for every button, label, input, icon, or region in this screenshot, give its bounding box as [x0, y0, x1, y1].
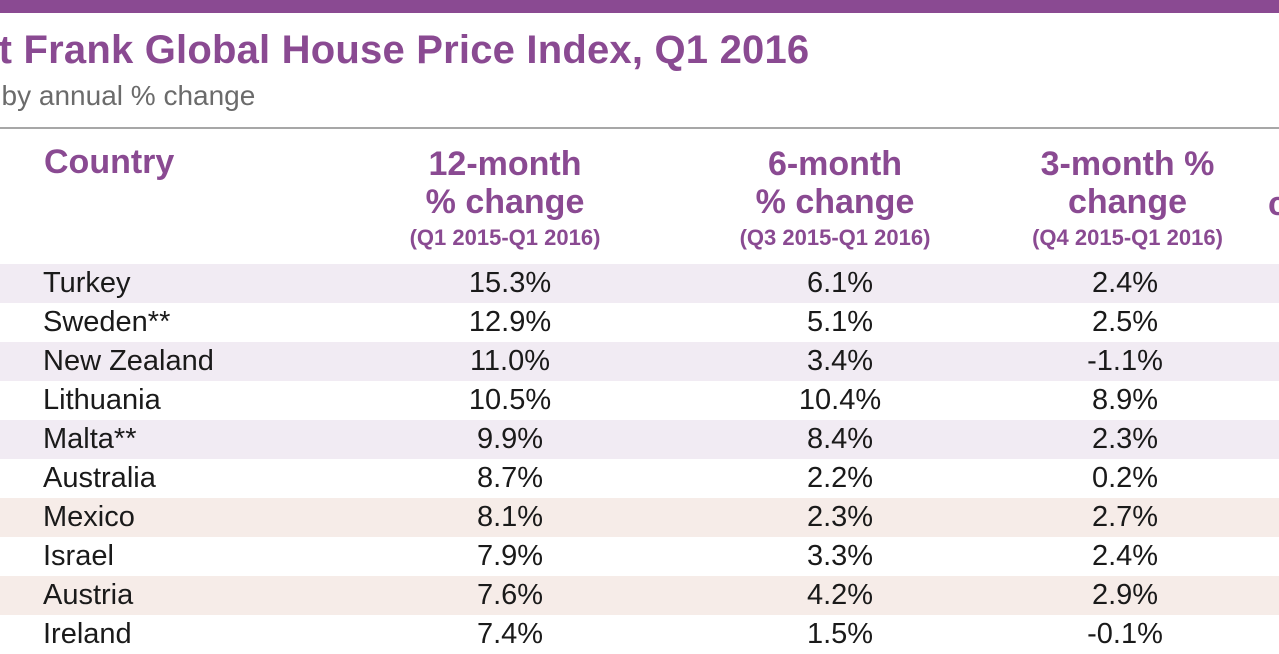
table-row: Israel 7.9% 3.3% 2.4% — [0, 537, 1279, 576]
table-row: Ireland 7.4% 1.5% -0.1% — [0, 615, 1279, 654]
column-header-partial: c — [1268, 185, 1279, 223]
column-header-12-month-line2: % change — [425, 183, 585, 221]
table-row: Malta** 9.9% 8.4% 2.3% — [0, 420, 1279, 459]
cell-12-month: 7.6% — [476, 579, 544, 611]
top-accent-bar — [0, 0, 1279, 13]
table-row: Australia 8.7% 2.2% 0.2% — [0, 459, 1279, 498]
cell-6-month: 4.2% — [806, 579, 874, 611]
column-header-3-month-line2: change — [1067, 183, 1188, 221]
cell-6-month: 8.4% — [806, 423, 874, 455]
column-header-6-month-line2: % change — [755, 183, 915, 221]
cell-6-month: 3.3% — [806, 540, 874, 572]
chart-subtitle: , by annual % change — [0, 80, 256, 111]
cell-3-month: -1.1% — [1087, 345, 1163, 377]
column-header-3-month-period: (Q4 2015-Q1 2016) — [1032, 225, 1223, 250]
cell-12-month: 8.1% — [476, 501, 544, 533]
cell-12-month: 12.9% — [468, 306, 552, 338]
cell-country: Malta** — [43, 423, 137, 455]
cell-country: Mexico — [43, 501, 135, 533]
table-row: Lithuania 10.5% 10.4% 8.9% — [0, 381, 1279, 420]
cell-3-month: -0.1% — [1087, 618, 1163, 650]
cell-3-month: 2.7% — [1091, 501, 1159, 533]
column-header-12-month-period: (Q1 2015-Q1 2016) — [409, 225, 601, 250]
cell-3-month: 2.5% — [1091, 306, 1159, 338]
column-header-3-month-line1: 3-month % — [1040, 145, 1215, 183]
table-row: Turkey 15.3% 6.1% 2.4% — [0, 264, 1279, 303]
cell-country: Austria — [43, 579, 134, 611]
cell-6-month: 3.4% — [806, 345, 874, 377]
cell-country: New Zealand — [43, 345, 214, 377]
cell-12-month: 11.0% — [469, 345, 551, 377]
table-row: New Zealand 11.0% 3.4% -1.1% — [0, 342, 1279, 381]
header-rule — [0, 127, 1279, 129]
cell-6-month: 1.5% — [806, 618, 874, 650]
cell-6-month: 2.2% — [806, 462, 874, 494]
table-row: Austria 7.6% 4.2% 2.9% — [0, 576, 1279, 615]
cell-3-month: 2.3% — [1091, 423, 1159, 455]
chart-title: nt Frank Global House Price Index, Q1 20… — [0, 28, 810, 72]
column-header-3-month: 3-month % change (Q4 2015-Q1 2016) — [995, 145, 1260, 255]
cell-6-month: 10.4% — [798, 384, 882, 416]
cell-country: Australia — [43, 462, 156, 494]
cell-3-month: 8.9% — [1091, 384, 1159, 416]
cell-12-month: 7.9% — [476, 540, 544, 572]
cell-12-month: 10.5% — [468, 384, 552, 416]
cell-6-month: 6.1% — [806, 267, 874, 299]
cell-12-month: 9.9% — [476, 423, 544, 455]
cell-country: Ireland — [43, 618, 132, 650]
cell-country: Turkey — [43, 267, 131, 299]
cell-country: Lithuania — [43, 384, 161, 416]
table-row: Mexico 8.1% 2.3% 2.7% — [0, 498, 1279, 537]
cell-country: Israel — [43, 540, 114, 572]
column-header-6-month-period: (Q3 2015-Q1 2016) — [739, 225, 931, 250]
cell-3-month: 2.4% — [1091, 540, 1159, 572]
column-header-6-month: 6-month % change (Q3 2015-Q1 2016) — [705, 145, 965, 255]
cell-6-month: 2.3% — [806, 501, 874, 533]
cell-12-month: 7.4% — [476, 618, 544, 650]
cell-12-month: 8.7% — [476, 462, 544, 494]
cell-country: Sweden** — [43, 306, 171, 338]
column-header-12-month-line1: 12-month — [428, 145, 582, 183]
column-header-6-month-line1: 6-month — [767, 145, 903, 183]
cell-3-month: 2.4% — [1091, 267, 1159, 299]
cell-3-month: 2.9% — [1091, 579, 1159, 611]
table-row: Sweden** 12.9% 5.1% 2.5% — [0, 303, 1279, 342]
cell-12-month: 15.3% — [468, 267, 552, 299]
cell-3-month: 0.2% — [1091, 462, 1159, 494]
cell-6-month: 5.1% — [806, 306, 874, 338]
column-header-12-month: 12-month % change (Q1 2015-Q1 2016) — [375, 145, 635, 255]
column-header-country: Country — [44, 143, 175, 181]
